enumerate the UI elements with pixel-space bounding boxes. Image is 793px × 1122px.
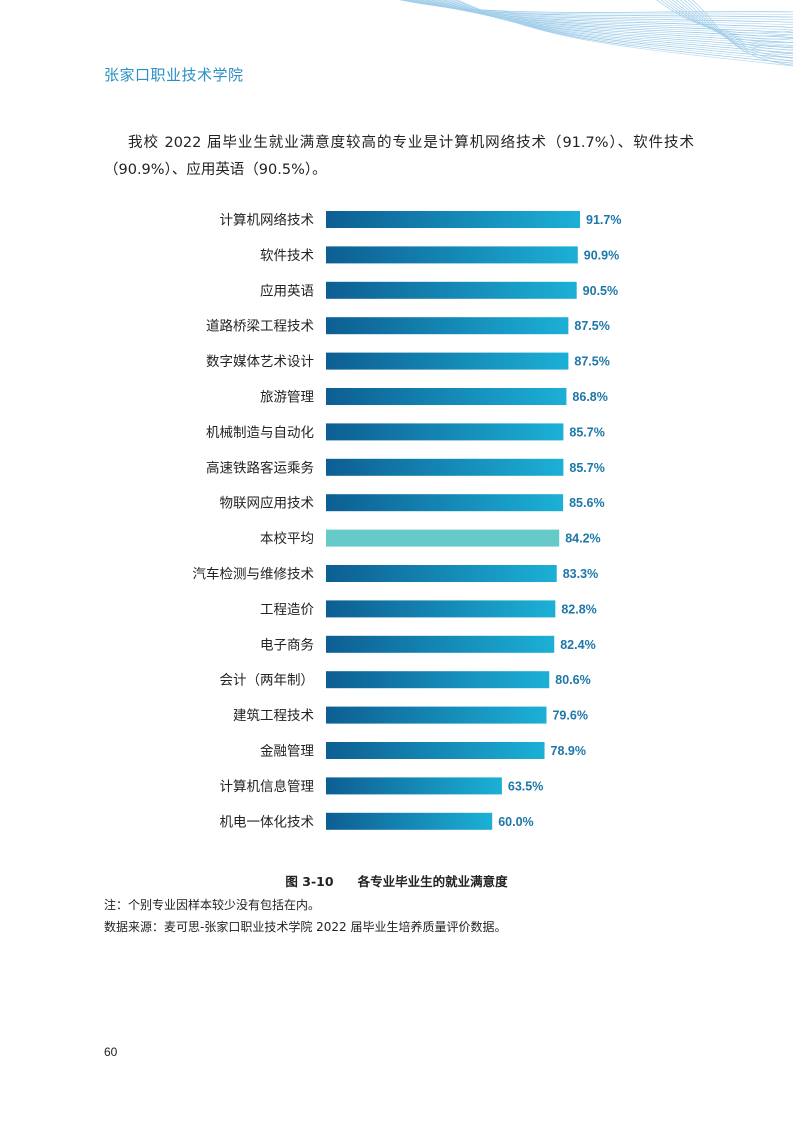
- value-label: 80.6%: [555, 673, 590, 687]
- category-label: 建筑工程技术: [233, 708, 314, 724]
- wave-line: [454, 0, 793, 64]
- wave-line: [431, 0, 793, 44]
- bar: [326, 635, 555, 653]
- category-label: 本校平均: [260, 530, 314, 547]
- value-label: 78.9%: [551, 744, 586, 758]
- wave-line: [457, 0, 793, 67]
- wave-line: [428, 0, 793, 41]
- bar: [326, 600, 556, 618]
- wave-line: [406, 0, 793, 20]
- category-label: 物联网应用技术: [220, 495, 315, 512]
- wave-line: [451, 0, 793, 62]
- value-label: 90.5%: [583, 284, 618, 298]
- category-label: 会计（两年制）: [220, 673, 315, 689]
- notes-block: 注：个别专业因样本较少没有包括在内。 数据来源：麦可思-张家口职业技术学院 20…: [104, 894, 507, 938]
- bar: [326, 211, 581, 228]
- bar: [326, 317, 569, 335]
- wave-line: [442, 0, 793, 54]
- wave-line: [417, 0, 793, 31]
- wave-line: [445, 0, 793, 56]
- value-label: 87.5%: [574, 319, 609, 333]
- wave-line: [436, 0, 793, 49]
- value-label: 86.8%: [572, 390, 607, 404]
- average-bar: [326, 529, 560, 547]
- category-label: 计算机信息管理: [220, 778, 315, 795]
- category-label: 应用英语: [260, 282, 314, 299]
- value-label: 84.2%: [565, 532, 600, 546]
- value-label: 87.5%: [574, 355, 609, 369]
- category-label: 汽车检测与维修技术: [193, 566, 315, 583]
- figure-caption: 图 3-10 各专业毕业生的就业满意度: [0, 871, 793, 890]
- satisfaction-bar-chart: 计算机网络技术 91.7% 软件技术 90.9% 应用英语 90.5% 道路桥梁工程技术 87…: [193, 211, 621, 830]
- category-label: 工程造价: [260, 602, 314, 618]
- sample-note: 注：个别专业因样本较少没有包括在内。: [104, 898, 321, 912]
- value-label: 90.9%: [584, 248, 619, 262]
- value-label: 60.0%: [498, 815, 533, 829]
- value-label: 82.8%: [561, 602, 596, 616]
- bar: [326, 423, 564, 441]
- category-label: 机电一体化技术: [220, 814, 315, 830]
- category-label: 高速铁路客运乘务: [206, 459, 314, 476]
- category-label: 金融管理: [260, 744, 314, 760]
- figure-title: 各专业毕业生的就业满意度: [357, 874, 508, 889]
- category-label: 电子商务: [260, 637, 314, 653]
- category-label: 机械制造与自动化: [206, 425, 314, 441]
- bar: [326, 246, 578, 264]
- value-label: 63.5%: [508, 779, 543, 793]
- value-label: 79.6%: [552, 709, 587, 723]
- figure-number: 图 3-10: [285, 874, 334, 889]
- wave-line: [687, 0, 793, 62]
- wave-line: [411, 0, 793, 26]
- wave-line: [414, 0, 793, 28]
- bar: [326, 388, 567, 405]
- category-label: 旅游管理: [260, 390, 314, 406]
- wave-line: [691, 0, 793, 66]
- category-label: 计算机网络技术: [220, 213, 315, 229]
- header-wave-decoration: [399, 0, 793, 67]
- bar: [326, 671, 550, 689]
- category-label: 软件技术: [260, 248, 314, 264]
- wave-line: [419, 0, 793, 33]
- school-name-header: 张家口职业技术学院: [104, 66, 244, 84]
- bar: [326, 742, 545, 759]
- data-source: 数据来源：麦可思-张家口职业技术学院 2022 届毕业生培养质量评价数据。: [104, 920, 507, 934]
- bar: [326, 352, 569, 370]
- wave-line: [448, 0, 793, 59]
- page-number: 60: [104, 1045, 118, 1059]
- bar: [326, 565, 557, 582]
- bar: [326, 494, 564, 512]
- value-label: 82.4%: [560, 638, 595, 652]
- category-label: 数字媒体艺术设计: [206, 354, 314, 370]
- bar: [326, 281, 577, 299]
- wave-line: [409, 0, 793, 23]
- wave-line: [439, 0, 793, 51]
- value-label: 85.7%: [569, 425, 604, 439]
- bar: [326, 777, 502, 795]
- bar: [326, 706, 547, 724]
- value-label: 85.7%: [569, 461, 604, 475]
- bar: [326, 458, 564, 476]
- value-label: 85.6%: [569, 496, 604, 510]
- category-label: 道路桥梁工程技术: [206, 319, 314, 335]
- value-label: 83.3%: [563, 567, 598, 581]
- intro-paragraph: 我校 2022 届毕业生就业满意度较高的专业是计算机网络技术（91.7%）、软件…: [104, 135, 694, 178]
- bar: [326, 812, 493, 830]
- value-label: 91.7%: [586, 213, 621, 227]
- wave-line: [433, 0, 793, 46]
